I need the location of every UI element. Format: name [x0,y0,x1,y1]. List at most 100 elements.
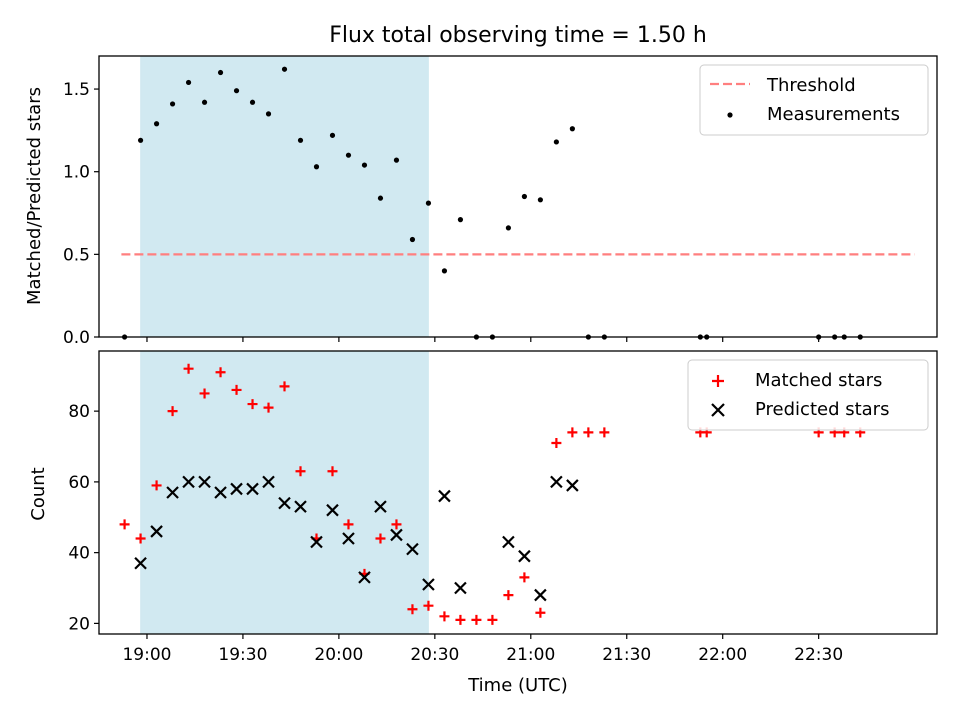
data-point-measurement [537,197,543,203]
data-point-matched-stars [279,381,290,392]
y-tick-label: 40 [68,544,90,564]
data-point-predicted-stars [550,475,563,489]
x-axis-label: Time (UTC) [467,675,568,696]
data-point-measurement [425,200,432,206]
data-point-matched-stars [215,367,226,378]
data-point-matched-stars [503,590,514,601]
data-point-measurement [553,139,559,145]
data-point-matched-stars [391,519,402,530]
data-point-measurement [441,268,448,274]
data-point-measurement [153,121,160,127]
data-point-measurement [137,137,144,143]
legend-label: Threshold [766,75,856,96]
data-point-matched-stars [423,600,434,611]
data-point-matched-stars [599,427,610,438]
data-point-measurement [185,79,192,86]
data-point-predicted-stars [278,496,291,510]
data-point-predicted-stars [438,489,451,503]
data-point-measurement [393,157,400,163]
data-point-predicted-stars [534,588,547,602]
y-tick-label: 1.5 [63,80,90,100]
x-tick-label: 20:30 [410,645,459,665]
bottom-panel: 20 40 60 80 19:00 19:30 20:00 20:30 21:00 21:30 22… [68,350,938,665]
data-point-predicted-stars [182,475,195,489]
y-tick-label: 20 [68,614,90,634]
data-point-measurement [313,164,320,170]
data-point-measurement [457,217,464,223]
x-tick-label: 20:00 [314,645,363,665]
data-point-measurement [249,99,256,105]
data-point-matched-stars [327,466,338,477]
x-tick-label: 21:00 [506,645,555,665]
data-point-measurement [329,132,336,138]
legend-box [687,359,929,431]
data-point-predicted-stars [134,556,147,570]
legend-marker [727,112,733,118]
data-point-matched-stars [439,611,450,622]
data-point-predicted-stars [198,475,211,489]
data-point-matched-stars [567,427,578,438]
data-point-predicted-stars [502,535,515,549]
data-point-measurement [377,195,384,201]
legend-marker [711,403,725,417]
data-point-measurement [201,99,208,105]
legend-label: Predicted stars [755,399,889,420]
axes-frame [98,55,938,338]
data-point-predicted-stars [374,500,387,513]
data-point-matched-stars [183,363,194,374]
legend-marker [712,375,724,387]
data-point-matched-stars [247,399,258,410]
data-point-matched-stars [487,614,498,625]
data-point-matched-stars [151,480,162,491]
data-point-predicted-stars [326,503,339,517]
data-point-predicted-stars [454,581,467,595]
data-point-matched-stars [263,402,274,413]
data-point-matched-stars [551,437,562,448]
data-point-predicted-stars [390,528,403,542]
x-tick-label: 19:00 [122,645,171,665]
data-point-predicted-stars [246,482,259,496]
data-point-matched-stars [455,614,466,625]
data-point-measurement [521,193,527,200]
data-point-matched-stars [519,572,530,583]
y-tick-label: 80 [68,402,90,422]
data-point-measurement [281,66,288,72]
top-panel: 0.0 0.5 1.0 1.5 Threshold Measurements [63,55,938,348]
y-tick-label: 60 [68,473,90,493]
legend-box [699,64,929,136]
data-point-measurement [345,152,352,158]
data-point-measurement [569,126,575,132]
data-point-predicted-stars [342,532,355,545]
data-point-predicted-stars [294,500,307,513]
data-point-measurement [505,225,512,231]
legend-label: Matched stars [755,370,882,391]
data-point-matched-stars [343,519,354,530]
data-point-predicted-stars [310,535,323,549]
y-tick-label: 0.5 [63,245,90,265]
data-point-measurement [169,101,176,107]
data-point-predicted-stars [230,482,243,496]
data-point-predicted-stars [406,542,419,556]
y-tick-label: 0.0 [63,328,90,348]
data-point-predicted-stars [214,486,227,499]
data-point-measurement [361,162,368,168]
data-point-matched-stars [231,384,242,395]
data-point-matched-stars [199,388,210,399]
axes-frame [98,350,938,635]
data-point-matched-stars [135,533,146,544]
data-point-predicted-stars [422,578,435,591]
data-point-measurement [297,137,304,143]
highlight-span [140,350,429,635]
data-point-predicted-stars [166,486,179,499]
data-point-measurement [265,111,272,117]
data-point-predicted-stars [518,549,531,563]
x-tick-label: 22:00 [698,645,747,665]
y-tick-label: 1.0 [63,163,90,183]
chart-title: Flux total observing time = 1.50 h [329,23,707,48]
x-tick-label: 21:30 [602,645,651,665]
data-point-predicted-stars [566,479,579,492]
data-point-matched-stars [471,614,482,625]
data-point-matched-stars [583,427,594,438]
data-point-matched-stars [167,406,178,417]
